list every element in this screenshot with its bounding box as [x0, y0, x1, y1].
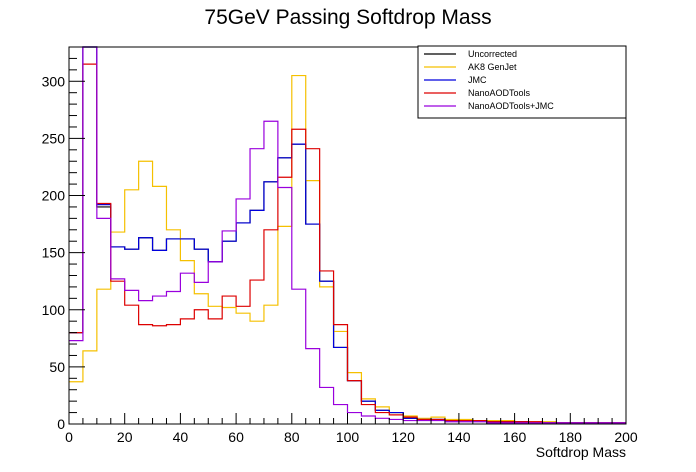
legend-label: JMC: [468, 75, 487, 85]
x-tick-label: 180: [559, 429, 583, 445]
y-tick-label: 250: [42, 130, 66, 146]
x-tick-label: 200: [614, 429, 638, 445]
chart-title: 75GeV Passing Softdrop Mass: [204, 6, 491, 29]
y-tick-label: 100: [42, 302, 66, 318]
x-tick-label: 40: [173, 429, 189, 445]
legend-label: AK8 GenJet: [468, 62, 517, 72]
y-axis: 0 50 100 150 200 250 300: [42, 46, 85, 432]
y-tick-label: 300: [42, 73, 66, 89]
x-tick-label: 20: [117, 429, 133, 445]
x-tick-label: 80: [284, 429, 300, 445]
legend: Uncorrected AK8 GenJet JMC NanoAODTools Nano…: [417, 45, 627, 119]
y-tick-label: 50: [49, 359, 65, 375]
x-tick-label: 160: [503, 429, 527, 445]
legend-label: Uncorrected: [468, 49, 517, 59]
y-tick-label: 0: [57, 416, 65, 432]
x-tick-label: 60: [228, 429, 244, 445]
y-tick-label: 150: [42, 245, 66, 261]
x-tick-label: 140: [447, 429, 471, 445]
y-tick-label: 200: [42, 188, 66, 204]
legend-label: NanoAODTools: [468, 88, 531, 98]
x-tick-label: 120: [392, 429, 416, 445]
legend-label: NanoAODTools+JMC: [468, 101, 554, 111]
x-tick-label: 100: [336, 429, 360, 445]
x-axis-label: Softdrop Mass: [536, 444, 626, 460]
x-axis: 0 20 40 60 80 100 120 140 160 180 200: [65, 413, 638, 445]
x-tick-label: 0: [65, 429, 73, 445]
